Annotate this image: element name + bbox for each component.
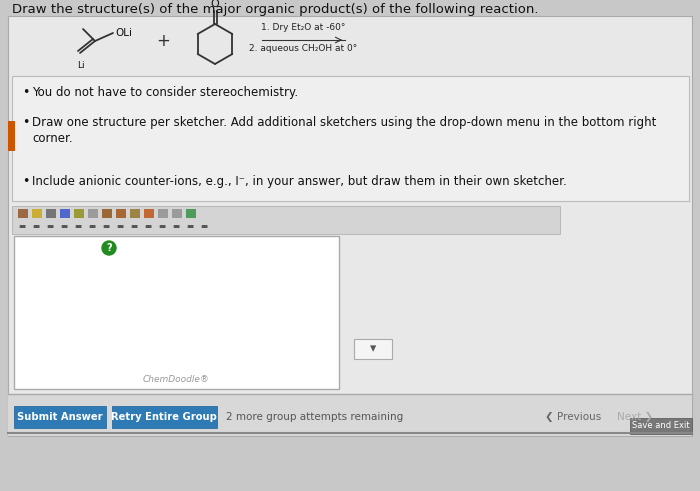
Text: ▬: ▬ [32,221,39,230]
Bar [12,206,560,234]
Text: You do not have to consider stereochemistry.: You do not have to consider stereochemis… [32,86,298,99]
Text: ❮ Previous: ❮ Previous [545,412,601,422]
Bar [8,121,15,151]
Text: Retry Entire Group: Retry Entire Group [111,412,217,422]
Text: ?: ? [106,243,112,253]
Text: ▬: ▬ [158,221,165,230]
Text: 1. Dry Et₂O at -60°: 1. Dry Et₂O at -60° [261,23,346,32]
Text: OLi: OLi [115,28,132,38]
FancyBboxPatch shape [12,76,689,201]
Text: ▬: ▬ [60,221,67,230]
Text: +: + [156,32,170,50]
Bar [18,209,28,218]
Text: •: • [22,116,29,129]
Bar [130,209,140,218]
Text: ▬: ▬ [186,221,193,230]
Text: ChemDoodle®: ChemDoodle® [143,375,210,384]
Text: Li: Li [77,61,85,70]
Text: Draw the structure(s) of the major organic product(s) of the following reaction.: Draw the structure(s) of the major organ… [12,3,538,16]
Text: •: • [22,86,29,99]
Text: ▬: ▬ [102,221,109,230]
FancyBboxPatch shape [354,339,392,359]
Text: O: O [211,0,219,9]
Text: ▬: ▬ [172,221,179,230]
FancyBboxPatch shape [14,406,106,428]
Text: ▬: ▬ [130,221,137,230]
Bar [88,209,98,218]
Text: ▾: ▾ [370,343,376,355]
Circle shape [102,241,116,255]
Text: Next ❯: Next ❯ [617,412,653,422]
Text: Include anionic counter-ions, e.g., I⁻, in your answer, but draw them in their o: Include anionic counter-ions, e.g., I⁻, … [32,175,567,188]
Text: 2. aqueous CH₂OH at 0°: 2. aqueous CH₂OH at 0° [249,44,358,53]
Bar [46,209,56,218]
Bar [60,209,70,218]
Text: corner.: corner. [32,132,73,145]
FancyBboxPatch shape [112,406,217,428]
Text: •: • [22,175,29,188]
Bar [186,209,196,218]
Bar [144,209,154,218]
Text: ▬: ▬ [144,221,151,230]
Bar [8,16,692,436]
Bar [74,209,84,218]
Bar [32,209,42,218]
Text: Draw one structure per sketcher. Add additional sketchers using the drop-down me: Draw one structure per sketcher. Add add… [32,116,657,129]
Bar [14,236,339,389]
Bar [158,209,168,218]
Bar [116,209,126,218]
Text: Save and Exit: Save and Exit [632,421,690,431]
Text: ▬: ▬ [200,221,207,230]
FancyBboxPatch shape [630,418,692,434]
Text: ▬: ▬ [46,221,53,230]
Text: ▬: ▬ [74,221,81,230]
Text: ▬: ▬ [88,221,95,230]
Bar [102,209,112,218]
Bar [8,394,692,436]
Text: ▬: ▬ [116,221,123,230]
Text: Submit Answer: Submit Answer [18,412,103,422]
Text: 2 more group attempts remaining: 2 more group attempts remaining [226,412,403,422]
Bar [172,209,182,218]
Text: ▬: ▬ [18,221,25,230]
